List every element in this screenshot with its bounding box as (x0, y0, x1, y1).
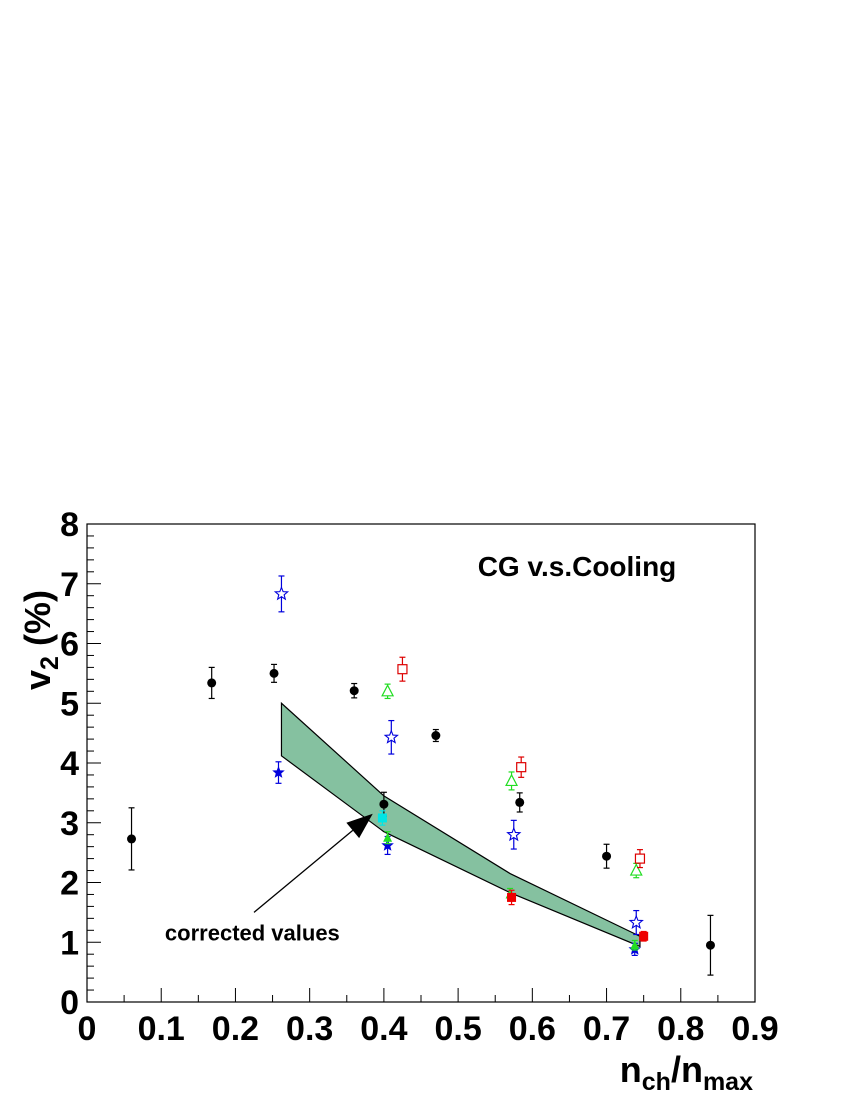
band-layer (280, 701, 641, 948)
x-tick-label: 0.8 (657, 1010, 704, 1048)
data-point-open-square (634, 849, 646, 869)
data-point-filled-circle (349, 682, 359, 699)
data-point-filled-circle (207, 666, 217, 700)
x-tick-label: 0.9 (731, 1010, 778, 1048)
data-point-open-star (506, 819, 522, 850)
marker (515, 797, 525, 807)
y-tick-label: 1 (60, 924, 79, 962)
data-point-open-star (273, 575, 290, 613)
marker (272, 765, 285, 778)
annotation-arrow-shaft (253, 829, 354, 913)
data-point-filled-circle (127, 807, 137, 871)
annotation-arrow-head (346, 813, 373, 839)
x-tick-label: 0 (78, 1010, 97, 1048)
data-point-filled-triangle (630, 939, 640, 951)
marker (269, 668, 279, 678)
data-point-filled-square (639, 930, 649, 942)
annotation-text: corrected values (165, 920, 340, 945)
marker (377, 813, 387, 823)
y-axis: 0 1 2 3 4 5 6 7 8 (60, 506, 101, 1022)
marker (379, 799, 389, 809)
marker (505, 773, 519, 787)
marker (628, 914, 644, 930)
x-axis-title: nch/nmax (620, 1049, 753, 1096)
marker (507, 892, 517, 902)
marker (383, 729, 399, 744)
marker (634, 853, 646, 864)
x-axis: 0 0.1 0.2 0.3 0.4 0.5 0.6 0.7 0.8 0.9 (78, 988, 779, 1048)
x-tick-label: 0.2 (212, 1010, 259, 1048)
y-tick-label: 0 (60, 984, 79, 1022)
annotation: corrected values (165, 813, 373, 945)
marker (273, 585, 290, 601)
x-tick-label: 0.6 (509, 1010, 556, 1048)
marker (383, 832, 393, 842)
data-point-open-triangle (381, 683, 395, 700)
marker (207, 678, 217, 688)
data-point-filled-triangle (383, 831, 393, 845)
data-point-open-square (397, 656, 408, 682)
marker (349, 686, 359, 696)
x-tick-label: 0.3 (286, 1010, 333, 1048)
marker (629, 863, 643, 876)
data-point-filled-circle (602, 843, 612, 869)
marker (397, 664, 408, 675)
marker (630, 940, 640, 950)
data-point-filled-square (377, 810, 387, 826)
x-tick-label: 0.4 (360, 1010, 407, 1048)
marker (381, 684, 395, 697)
data-point-open-triangle (629, 862, 643, 879)
data-point-filled-circle (705, 914, 715, 976)
marker (705, 940, 715, 950)
marker (381, 838, 394, 851)
data-point-open-star (383, 719, 399, 755)
marker (639, 931, 649, 941)
marker (602, 851, 612, 861)
chart-title: CG v.s.Cooling (478, 551, 677, 582)
marker (506, 826, 522, 842)
marker (516, 762, 527, 773)
y-axis-title: v2 (%) (17, 590, 64, 690)
data-point-open-square (516, 756, 527, 778)
data-point-filled-circle (515, 792, 525, 813)
x-tick-label: 0.7 (583, 1010, 630, 1048)
y-tick-label: 2 (60, 865, 79, 903)
marker (431, 731, 441, 741)
uncertainty-band (280, 701, 641, 948)
y-tick-label: 5 (60, 685, 79, 723)
y-tick-label: 8 (60, 506, 79, 544)
y-tick-label: 3 (60, 805, 79, 843)
y-tick-label: 7 (60, 566, 79, 604)
data-points (127, 575, 715, 976)
x-tick-label: 0.1 (138, 1010, 185, 1048)
data-point-open-star (628, 909, 644, 936)
data-point-filled-circle (269, 663, 279, 683)
data-point-filled-star (272, 761, 285, 784)
y-tick-label: 6 (60, 626, 79, 664)
y-tick-label: 4 (60, 745, 79, 783)
data-point-filled-circle (431, 728, 441, 743)
data-point-open-triangle (505, 771, 519, 791)
data-point-filled-square (507, 889, 517, 906)
marker (127, 834, 137, 844)
x-tick-label: 0.5 (434, 1010, 481, 1048)
